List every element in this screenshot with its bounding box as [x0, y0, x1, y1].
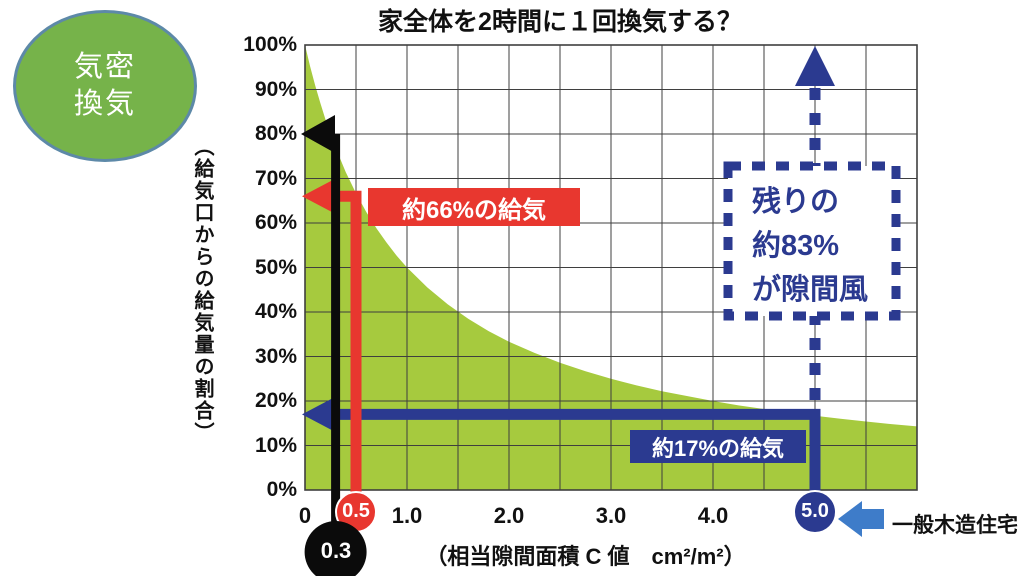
plot-border [304, 44, 918, 491]
marker-label-5.0: 5.0 [801, 500, 829, 522]
x-tick-4.0: 4.0 [697, 503, 729, 528]
annotation-supply-17: 約17%の給気 [630, 430, 806, 463]
x-tick-0: 0 [298, 503, 312, 528]
marker-label-0.5: 0.5 [342, 500, 370, 522]
y-tick-90%: 90% [254, 77, 297, 101]
y-tick-70%: 70% [254, 166, 297, 190]
draft-arrow-up-icon [795, 46, 835, 86]
y-tick-10%: 10% [254, 433, 297, 457]
topic-badge-line1: 気密 [73, 51, 136, 83]
x-axis-label: （相当隙間面積 C 値 cm²/m²） [425, 544, 746, 569]
topic-badge: 気密 換気 [13, 10, 197, 162]
y-tick-100%: 100% [243, 33, 297, 56]
supply-80-arrow-head-icon [301, 115, 335, 153]
annotation-draft-line1: 残りの [752, 186, 840, 218]
y-tick-50%: 50% [254, 255, 297, 279]
x-tick-1.0: 1.0 [391, 503, 423, 528]
topic-badge-line2: 換気 [73, 88, 136, 120]
house-pointer-arrow-icon [838, 501, 884, 537]
marker-circle-0.3 [304, 521, 367, 576]
house-type-label: 一般木造住宅 [892, 514, 1018, 537]
y-tick-60%: 60% [254, 211, 297, 234]
annotation-supply-66: 約66%の給気 [368, 188, 580, 226]
supply-66-arrow-line [340, 190, 362, 512]
x-tick-2.0: 2.0 [493, 503, 525, 528]
marker-circle-5.0 [793, 490, 837, 534]
y-tick-30%: 30% [254, 344, 297, 368]
x-tick-3.0: 3.0 [595, 503, 627, 528]
supply-17-arrow-head-icon [302, 395, 338, 434]
supply-17-arrow-line [335, 408, 821, 506]
y-tick-0%: 0% [266, 478, 297, 501]
annotation-draft-83: 残りの 約83% が隙間風 [752, 180, 892, 312]
marker-label-0.3: 0.3 [320, 538, 352, 563]
y-tick-80%: 80% [254, 122, 297, 145]
annotation-draft-line3: が隙間風 [752, 274, 869, 306]
supply-66-arrow-head-icon [302, 177, 338, 216]
chart-title: 家全体を2時間に１回換気する？ [378, 8, 742, 36]
y-axis-label: （給気口からの給気量の割合） [191, 136, 213, 444]
draft-callout-box [723, 161, 901, 321]
y-tick-20%: 20% [254, 389, 297, 412]
annotation-draft-line2: 約83% [752, 230, 840, 262]
y-tick-40%: 40% [254, 300, 297, 323]
